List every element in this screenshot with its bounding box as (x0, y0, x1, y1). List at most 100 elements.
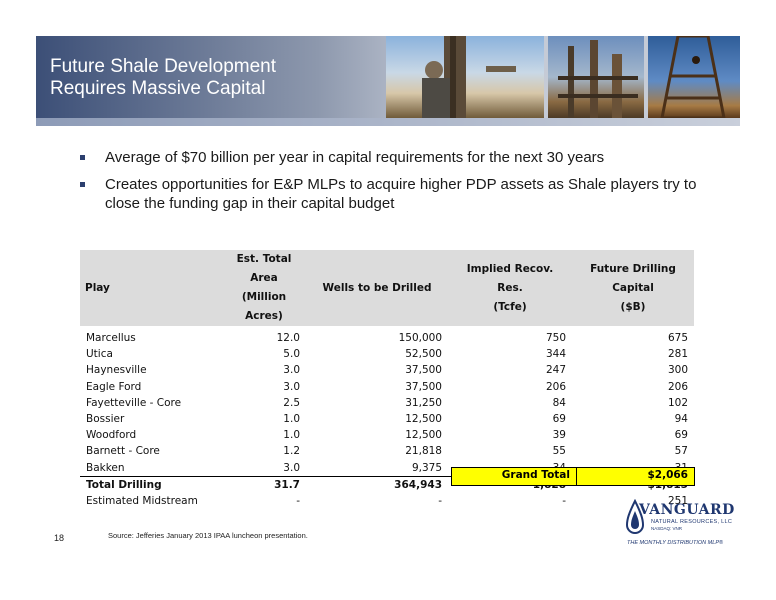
cell-wells: 31,250 (405, 396, 442, 409)
bullet-item: Creates opportunities for E&P MLPs to ac… (80, 175, 720, 213)
logo-tagline: THE MONTHLY DISTRIBUTION MLP® (627, 540, 724, 546)
cell-play: Bossier (86, 413, 125, 426)
table-row: Utica 5.0 52,500 344 281 (80, 346, 694, 362)
cell-area: 3.0 (283, 364, 300, 377)
table-row: Bossier 1.0 12,500 69 94 (80, 411, 694, 427)
grand-total-box: Grand Total $2,066 (451, 467, 695, 486)
cell-reserves: 344 (545, 348, 566, 361)
midstream-row: Estimated Midstream - - - 251 (80, 493, 694, 509)
table-row: Bakken 3.0 9,375 34 31 (80, 460, 694, 477)
title-line-2: Requires Massive Capital (50, 78, 266, 99)
cell-capital: 281 (667, 348, 688, 361)
cell-capital: 69 (674, 429, 688, 442)
divider (576, 468, 577, 485)
logo-subtitle: NATURAL RESOURCES, LLC (651, 519, 733, 525)
cell-reserves: 55 (552, 445, 566, 458)
column-header-area: Est. Total Area (Million Acres) (222, 250, 306, 326)
cell-wells: - (438, 495, 442, 508)
grand-total-label: Grand Total (501, 469, 570, 481)
shale-capital-table: Play Est. Total Area (Million Acres) Wel… (80, 250, 694, 509)
cell-play: Barnett - Core (86, 445, 160, 458)
cell-area: 12.0 (276, 332, 300, 344)
cell-area: 2.5 (283, 396, 300, 409)
bullet-text: Creates opportunities for E&P MLPs to ac… (105, 176, 697, 212)
cell-reserves: 84 (552, 396, 566, 409)
header-line: (Million Acres) (241, 291, 287, 322)
drop-emblem-icon (625, 499, 645, 534)
cell-area: 1.2 (283, 445, 300, 458)
cell-reserves: 69 (552, 413, 566, 426)
header-line: Implied Recov. Res. (466, 262, 554, 294)
cell-capital: 675 (667, 332, 688, 344)
header-line: Future Drilling Capital (590, 262, 676, 294)
table-header-row: Play Est. Total Area (Million Acres) Wel… (80, 250, 694, 326)
cell-reserves: 206 (545, 380, 566, 393)
cell-play: Eagle Ford (86, 380, 142, 393)
cell-reserves: - (562, 495, 566, 508)
cell-area: 31.7 (222, 475, 306, 494)
cell-capital: 57 (674, 445, 688, 458)
cell-play: Woodford (86, 429, 137, 442)
vanguard-logo: VANGUARD NATURAL RESOURCES, LLC NASDAQ: … (625, 497, 735, 552)
table-row: Haynesville 3.0 37,500 247 300 (80, 362, 694, 378)
column-header-wells: Wells to be Drilled (306, 250, 448, 326)
cell-wells: 37,500 (405, 380, 442, 393)
cell-wells: 9,375 (411, 461, 442, 474)
cell-area: 3.0 (283, 380, 300, 393)
page-number: 18 (54, 533, 65, 543)
cell-wells: 21,818 (405, 445, 442, 458)
header-line: Est. Total Area (236, 253, 292, 284)
column-header-play: Play (80, 250, 222, 326)
table-row: Eagle Ford 3.0 37,500 206 206 (80, 379, 694, 395)
cell-area: 1.0 (283, 413, 300, 426)
cell-play: Utica (86, 348, 113, 361)
cell-wells: 12,500 (405, 429, 442, 442)
cell-play: Fayetteville - Core (86, 396, 182, 409)
drilling-rig-photo (648, 36, 740, 118)
bullet-list: Average of $70 billion per year in capit… (80, 148, 720, 221)
cell-capital: 94 (674, 413, 688, 426)
table-row: Barnett - Core 1.2 21,818 55 57 (80, 443, 694, 459)
cell-area: 5.0 (283, 348, 300, 361)
cell-wells: 52,500 (405, 348, 442, 361)
cell-wells: 364,943 (306, 475, 448, 494)
cell-capital: 251 (667, 495, 688, 508)
cell-play: Estimated Midstream (86, 495, 198, 508)
logo-exchange: NASDAQ: VNR (651, 526, 683, 531)
cell-wells: 12,500 (405, 413, 442, 426)
cell-play: Bakken (86, 461, 125, 474)
table-row: Marcellus 12.0 150,000 750 675 (80, 330, 694, 346)
cell-capital: 102 (667, 396, 688, 409)
cell-reserves: 750 (545, 332, 566, 344)
cell-play: Haynesville (86, 364, 147, 377)
cell-area: - (296, 495, 300, 508)
header-line: (Tcfe) (493, 300, 527, 313)
column-header-reserves: Implied Recov. Res. (Tcfe) (448, 250, 572, 326)
source-note: Source: Jefferies January 2013 IPAA lunc… (108, 531, 308, 540)
header-line: ($B) (620, 300, 646, 313)
cell-area: 1.0 (283, 429, 300, 442)
cell-wells: 37,500 (405, 364, 442, 377)
oil-worker-photo (386, 36, 544, 118)
bullet-square-icon (80, 155, 85, 160)
cell-reserves: 39 (552, 429, 566, 442)
bullet-text: Average of $70 billion per year in capit… (105, 149, 605, 166)
table-row: Fayetteville - Core 2.5 31,250 84 102 (80, 395, 694, 411)
table-row: Woodford 1.0 12,500 39 69 (80, 427, 694, 443)
column-header-capital: Future Drilling Capital ($B) (572, 250, 694, 326)
page-title: Future Shale Development Requires Massiv… (50, 56, 276, 100)
cell-reserves: 247 (545, 364, 566, 377)
bullet-square-icon (80, 182, 85, 187)
banner-underline (36, 118, 740, 126)
cell-area: 3.0 (283, 461, 300, 474)
logo-wordmark: VANGUARD (639, 502, 735, 518)
refinery-photo (548, 36, 644, 118)
cell-wells: 150,000 (398, 332, 442, 344)
cell-play: Marcellus (86, 332, 136, 344)
cell-capital: 206 (667, 380, 688, 393)
bullet-item: Average of $70 billion per year in capit… (80, 148, 720, 167)
cell-play: Total Drilling (80, 475, 222, 494)
cell-capital: 300 (667, 364, 688, 377)
header-banner: Future Shale Development Requires Massiv… (36, 36, 740, 118)
title-line-1: Future Shale Development (50, 56, 277, 77)
